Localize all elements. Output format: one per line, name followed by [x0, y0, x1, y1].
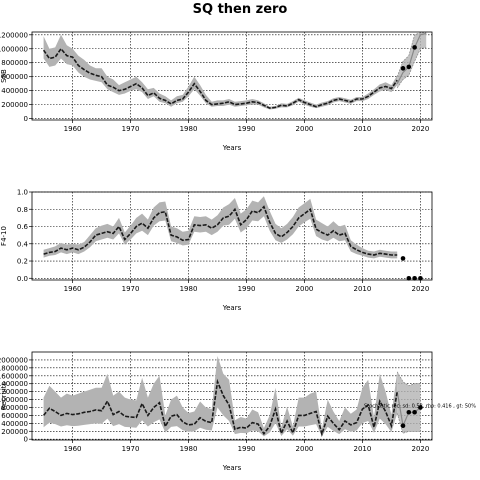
- y-tick-label: 600000: [1, 412, 28, 420]
- y-tick-label: 0.6: [17, 223, 29, 231]
- annotation-text: Stochastic rec: sd: 0.58, rho: 0.416 , g…: [364, 403, 476, 409]
- y-tick-label: 200000: [1, 428, 28, 436]
- y-tick-label: 1200000: [0, 388, 28, 396]
- projection-point: [418, 405, 423, 410]
- projection-line: [396, 371, 421, 387]
- x-tick-label: 1960: [64, 445, 82, 453]
- median-series-line: [42, 378, 398, 437]
- y-tick-label: 800000: [1, 59, 28, 67]
- projection-line: [396, 32, 427, 77]
- projection-point: [412, 275, 417, 281]
- median-series-line: [43, 205, 398, 256]
- y-tick-label: 0.4: [17, 240, 29, 248]
- y-tick-label: 1200000: [0, 31, 28, 39]
- x-tick-label: 2020: [411, 445, 429, 453]
- projection-point: [406, 275, 412, 281]
- y-axis-label: Recruits: [0, 381, 8, 410]
- x-tick-label: 2010: [354, 125, 372, 133]
- projection-line: [396, 47, 427, 89]
- median-series-line: [42, 47, 398, 109]
- x-axis-label: Years: [222, 464, 242, 472]
- projection-band: [397, 32, 427, 88]
- projection-point: [400, 423, 406, 429]
- y-tick-label: 1400000: [0, 380, 28, 388]
- x-tick-label: 1990: [238, 125, 256, 133]
- projection-point: [412, 45, 417, 50]
- axes-frame: [31, 191, 433, 281]
- confidence-band: [43, 34, 398, 110]
- x-axis-label: Years: [222, 144, 242, 152]
- y-tick-label: 800000: [1, 404, 28, 412]
- x-tick-label: 1980: [180, 285, 198, 293]
- projection-point: [406, 64, 412, 70]
- projection-band: [397, 371, 421, 434]
- x-axis-label: Years: [222, 304, 242, 312]
- y-tick-label: 1.0: [17, 189, 28, 197]
- y-axis-label: F4-10: [0, 226, 8, 246]
- figure-title: SQ then zero: [193, 2, 288, 17]
- x-tick-label: 1970: [122, 125, 140, 133]
- x-tick-label: 1980: [180, 445, 198, 453]
- y-tick-label: 1000000: [0, 396, 28, 404]
- x-tick-label: 2010: [354, 285, 372, 293]
- x-tick-label: 2000: [296, 445, 314, 453]
- x-tick-label: 2010: [354, 445, 372, 453]
- projection-point: [400, 256, 406, 261]
- x-tick-label: 1990: [238, 285, 256, 293]
- projection-point: [406, 409, 412, 415]
- x-tick-label: 1990: [238, 445, 256, 453]
- x-tick-label: 1980: [180, 125, 198, 133]
- projection-point: [400, 66, 406, 71]
- y-tick-label: 0.2: [17, 258, 28, 266]
- x-tick-label: 1970: [122, 285, 140, 293]
- projection-point: [412, 409, 417, 415]
- y-tick-label: 1000000: [0, 45, 28, 53]
- y-tick-label: 200000: [1, 101, 28, 109]
- projection-point: [418, 275, 423, 281]
- x-tick-label: 2020: [411, 125, 429, 133]
- y-tick-label: 0: [24, 436, 28, 444]
- y-tick-label: 400000: [1, 87, 28, 95]
- y-tick-label: 0: [24, 115, 28, 123]
- y-tick-label: 400000: [1, 420, 28, 428]
- y-tick-label: 2000000: [0, 356, 28, 364]
- axes-frame: [31, 31, 433, 121]
- axes-frame: [31, 351, 433, 441]
- x-tick-label: 2020: [411, 285, 429, 293]
- y-tick-label: 1600000: [0, 372, 28, 380]
- panels: 1960 1970 1980 1990 2000 2010 2020020000040000…: [0, 31, 476, 472]
- x-tick-label: 1960: [64, 125, 82, 133]
- x-tick-label: 2000: [296, 285, 314, 293]
- x-tick-label: 2000: [296, 125, 314, 133]
- x-tick-label: 1970: [122, 445, 140, 453]
- y-tick-label: 0.0: [17, 275, 28, 283]
- y-axis-label: SSB: [0, 69, 8, 83]
- panel-3: 1960 1970 1980 1990 2000 2010 2020 020000040000…: [0, 351, 476, 472]
- confidence-band: [43, 196, 398, 259]
- panel-2: 1960 1970 1980 1990 2000 2010 2020 0.0 0.2 0.4 0.6…: [0, 189, 433, 312]
- y-tick-label: 1800000: [0, 364, 28, 372]
- x-tick-label: 1960: [64, 285, 82, 293]
- y-tick-label: 600000: [1, 73, 28, 81]
- panel-1: 1960 1970 1980 1990 2000 2010 2020 0 200000 40000…: [0, 31, 433, 152]
- y-tick-label: 0.8: [17, 206, 28, 214]
- projection-line: [396, 32, 427, 84]
